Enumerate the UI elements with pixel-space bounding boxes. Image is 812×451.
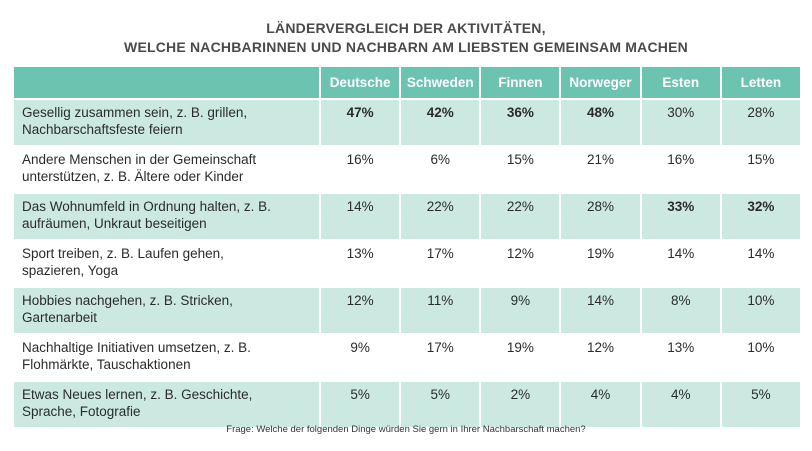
chart-title-line-2: WELCHE NACHBARINNEN UND NACHBARN AM LIEB…: [124, 39, 688, 55]
value-cell: 16%: [318, 145, 402, 194]
value-cell: 4%: [639, 380, 722, 429]
column-header: Finnen: [479, 65, 562, 100]
value-cell: 4%: [559, 380, 642, 429]
comparison-table: Deutsche Schweden Finnen Norweger Esten …: [12, 65, 802, 429]
header-corner-cell: [12, 65, 321, 100]
value-cell: 9%: [318, 333, 402, 382]
value-cell: 16%: [639, 145, 722, 194]
value-cell: 28%: [559, 192, 642, 241]
table-row: Sport treiben, z. B. Laufen gehen, spazie…: [12, 239, 802, 288]
row-label-cell: Hobbies nachgehen, z. B. Stricken, Garten…: [12, 286, 321, 335]
row-label-line-2: Nachbarschaftsfeste feiern: [22, 122, 183, 137]
value-cell: 13%: [639, 333, 722, 382]
row-label-cell: Etwas Neues lernen, z. B. Geschichte, Spr…: [12, 380, 321, 429]
row-label-line-2: spazieren, Yoga: [22, 263, 119, 278]
value-cell: 5%: [318, 380, 402, 429]
table-body: Gesellig zusammen sein, z. B. grillen, Na…: [12, 98, 802, 429]
row-label-cell: Das Wohnumfeld in Ordnung halten, z. B. a…: [12, 192, 321, 241]
row-label-cell: Nachhaltige Initiativen umsetzen, z. B. F…: [12, 333, 321, 382]
value-cell: 42%: [399, 98, 482, 147]
row-label-cell: Andere Menschen in der Gemeinschaft unter…: [12, 145, 321, 194]
value-cell: 5%: [399, 380, 482, 429]
value-cell: 10%: [719, 333, 802, 382]
value-cell: 15%: [479, 145, 562, 194]
column-header: Norweger: [559, 65, 642, 100]
row-label-line-1: Hobbies nachgehen, z. B. Stricken,: [22, 293, 233, 308]
row-label-line-2: unterstützen, z. B. Ältere oder Kinder: [22, 169, 244, 184]
column-header: Letten: [719, 65, 802, 100]
value-cell: 33%: [639, 192, 722, 241]
value-cell: 22%: [479, 192, 562, 241]
row-label-line-1: Gesellig zusammen sein, z. B. grillen,: [22, 105, 248, 120]
table-row: Etwas Neues lernen, z. B. Geschichte, Spr…: [12, 380, 802, 429]
chart-title: LÄNDERVERGLEICH DER AKTIVITÄTEN, WELCHE …: [0, 19, 812, 57]
table-row: Andere Menschen in der Gemeinschaft unter…: [12, 145, 802, 194]
value-cell: 6%: [399, 145, 482, 194]
value-cell: 14%: [719, 239, 802, 288]
column-header: Deutsche: [318, 65, 402, 100]
value-cell: 28%: [719, 98, 802, 147]
value-cell: 12%: [318, 286, 402, 335]
table-header-row: Deutsche Schweden Finnen Norweger Esten …: [12, 65, 802, 100]
row-label-line-2: Gartenarbeit: [22, 310, 98, 325]
value-cell: 10%: [719, 286, 802, 335]
value-cell: 9%: [479, 286, 562, 335]
value-cell: 14%: [318, 192, 402, 241]
survey-question-footnote: Frage: Welche der folgenden Dinge würden…: [226, 424, 586, 435]
row-label-line-1: Das Wohnumfeld in Ordnung halten, z. B.: [22, 199, 271, 214]
value-cell: 14%: [639, 239, 722, 288]
table-row: Das Wohnumfeld in Ordnung halten, z. B. a…: [12, 192, 802, 241]
column-header: Schweden: [399, 65, 482, 100]
value-cell: 2%: [479, 380, 562, 429]
row-label-line-1: Sport treiben, z. B. Laufen gehen,: [22, 246, 224, 261]
row-label-line-2: aufräumen, Unkraut beseitigen: [22, 216, 207, 231]
value-cell: 47%: [318, 98, 402, 147]
value-cell: 15%: [719, 145, 802, 194]
value-cell: 17%: [399, 333, 482, 382]
row-label-line-1: Etwas Neues lernen, z. B. Geschichte,: [22, 387, 253, 402]
value-cell: 19%: [559, 239, 642, 288]
row-label-line-2: Sprache, Fotografie: [22, 404, 141, 419]
value-cell: 11%: [399, 286, 482, 335]
value-cell: 19%: [479, 333, 562, 382]
value-cell: 48%: [559, 98, 642, 147]
value-cell: 30%: [639, 98, 722, 147]
value-cell: 32%: [719, 192, 802, 241]
table-row: Hobbies nachgehen, z. B. Stricken, Garten…: [12, 286, 802, 335]
value-cell: 36%: [479, 98, 562, 147]
value-cell: 22%: [399, 192, 482, 241]
row-label-line-1: Andere Menschen in der Gemeinschaft: [22, 152, 257, 167]
value-cell: 21%: [559, 145, 642, 194]
value-cell: 12%: [559, 333, 642, 382]
column-header: Esten: [639, 65, 722, 100]
chart-title-line-1: LÄNDERVERGLEICH DER AKTIVITÄTEN,: [266, 20, 546, 36]
row-label-line-1: Nachhaltige Initiativen umsetzen, z. B.: [22, 340, 251, 355]
value-cell: 5%: [719, 380, 802, 429]
table-row: Gesellig zusammen sein, z. B. grillen, Na…: [12, 98, 802, 147]
table-row: Nachhaltige Initiativen umsetzen, z. B. F…: [12, 333, 802, 382]
value-cell: 12%: [479, 239, 562, 288]
value-cell: 13%: [318, 239, 402, 288]
row-label-line-2: Flohmärkte, Tauschaktionen: [22, 357, 191, 372]
value-cell: 17%: [399, 239, 482, 288]
value-cell: 8%: [639, 286, 722, 335]
row-label-cell: Gesellig zusammen sein, z. B. grillen, Na…: [12, 98, 321, 147]
row-label-cell: Sport treiben, z. B. Laufen gehen, spazie…: [12, 239, 321, 288]
value-cell: 14%: [559, 286, 642, 335]
